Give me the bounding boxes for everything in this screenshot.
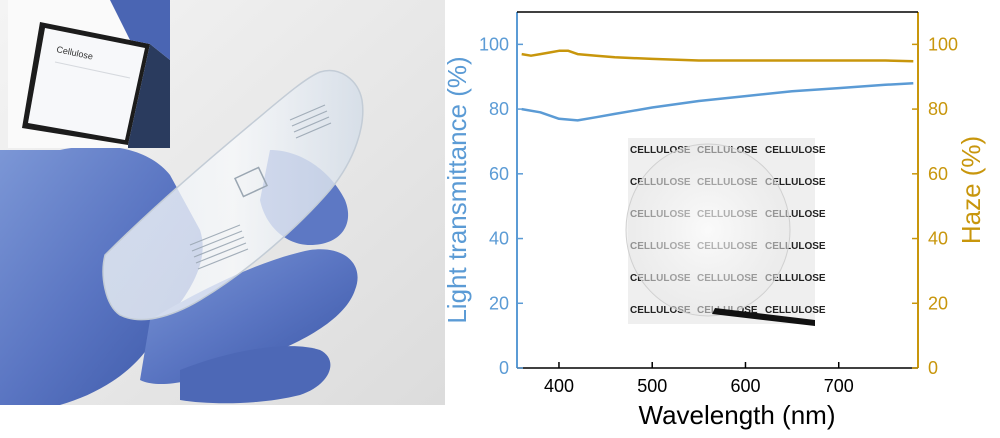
phone-inset: Cellulose [8, 0, 170, 148]
right-y-tick-label: 60 [928, 164, 948, 184]
inset-word: CELLULOSE [765, 145, 826, 156]
inset-word: CELLULOSE [765, 241, 826, 252]
left-y-tick-label: 0 [499, 358, 509, 378]
transmittance-line [521, 81, 914, 122]
right-y-axis-title: Haze (%) [956, 136, 986, 244]
inset-word: CELLULOSE [630, 305, 691, 316]
inset-sample-photo: CELLULOSE CELLULOSE CELLULOSE CELLULOSE CELL… [625, 138, 826, 326]
flexible-film-photo: Cellulose [0, 0, 445, 405]
inset-word: CELLULOSE [765, 273, 826, 284]
x-tick-label: 700 [824, 376, 854, 396]
inset-word: CELLULOSE [765, 209, 826, 220]
x-tick-label: 400 [544, 376, 574, 396]
right-y-tick-label: 40 [928, 229, 948, 249]
axis-ticks: 400 500 600 700 0 20 40 60 80 100 0 20 40 60 80 100 [479, 34, 958, 396]
tweezers-tip [712, 308, 815, 326]
haze-line [521, 49, 914, 63]
x-tick-label: 500 [637, 376, 667, 396]
left-y-tick-label: 100 [479, 34, 509, 54]
inset-word: CELLULOSE [765, 305, 826, 316]
x-tick-label: 600 [730, 376, 760, 396]
left-y-axis-title: Light transmittance (%) [442, 56, 472, 323]
right-y-tick-label: 80 [928, 99, 948, 119]
left-y-tick-label: 60 [489, 164, 509, 184]
data-series [521, 49, 914, 122]
left-y-tick-label: 80 [489, 99, 509, 119]
left-y-tick-label: 20 [489, 293, 509, 313]
right-y-tick-label: 100 [928, 34, 958, 54]
right-y-tick-label: 0 [928, 358, 938, 378]
transmittance-haze-chart: CELLULOSE CELLULOSE CELLULOSE CELLULOSE CELL… [442, 11, 986, 430]
inset-word: CELLULOSE [765, 177, 826, 188]
right-y-tick-label: 20 [928, 293, 948, 313]
inset-word: CELLULOSE [630, 145, 691, 156]
x-axis-title: Wavelength (nm) [639, 400, 836, 430]
left-y-tick-label: 40 [489, 229, 509, 249]
